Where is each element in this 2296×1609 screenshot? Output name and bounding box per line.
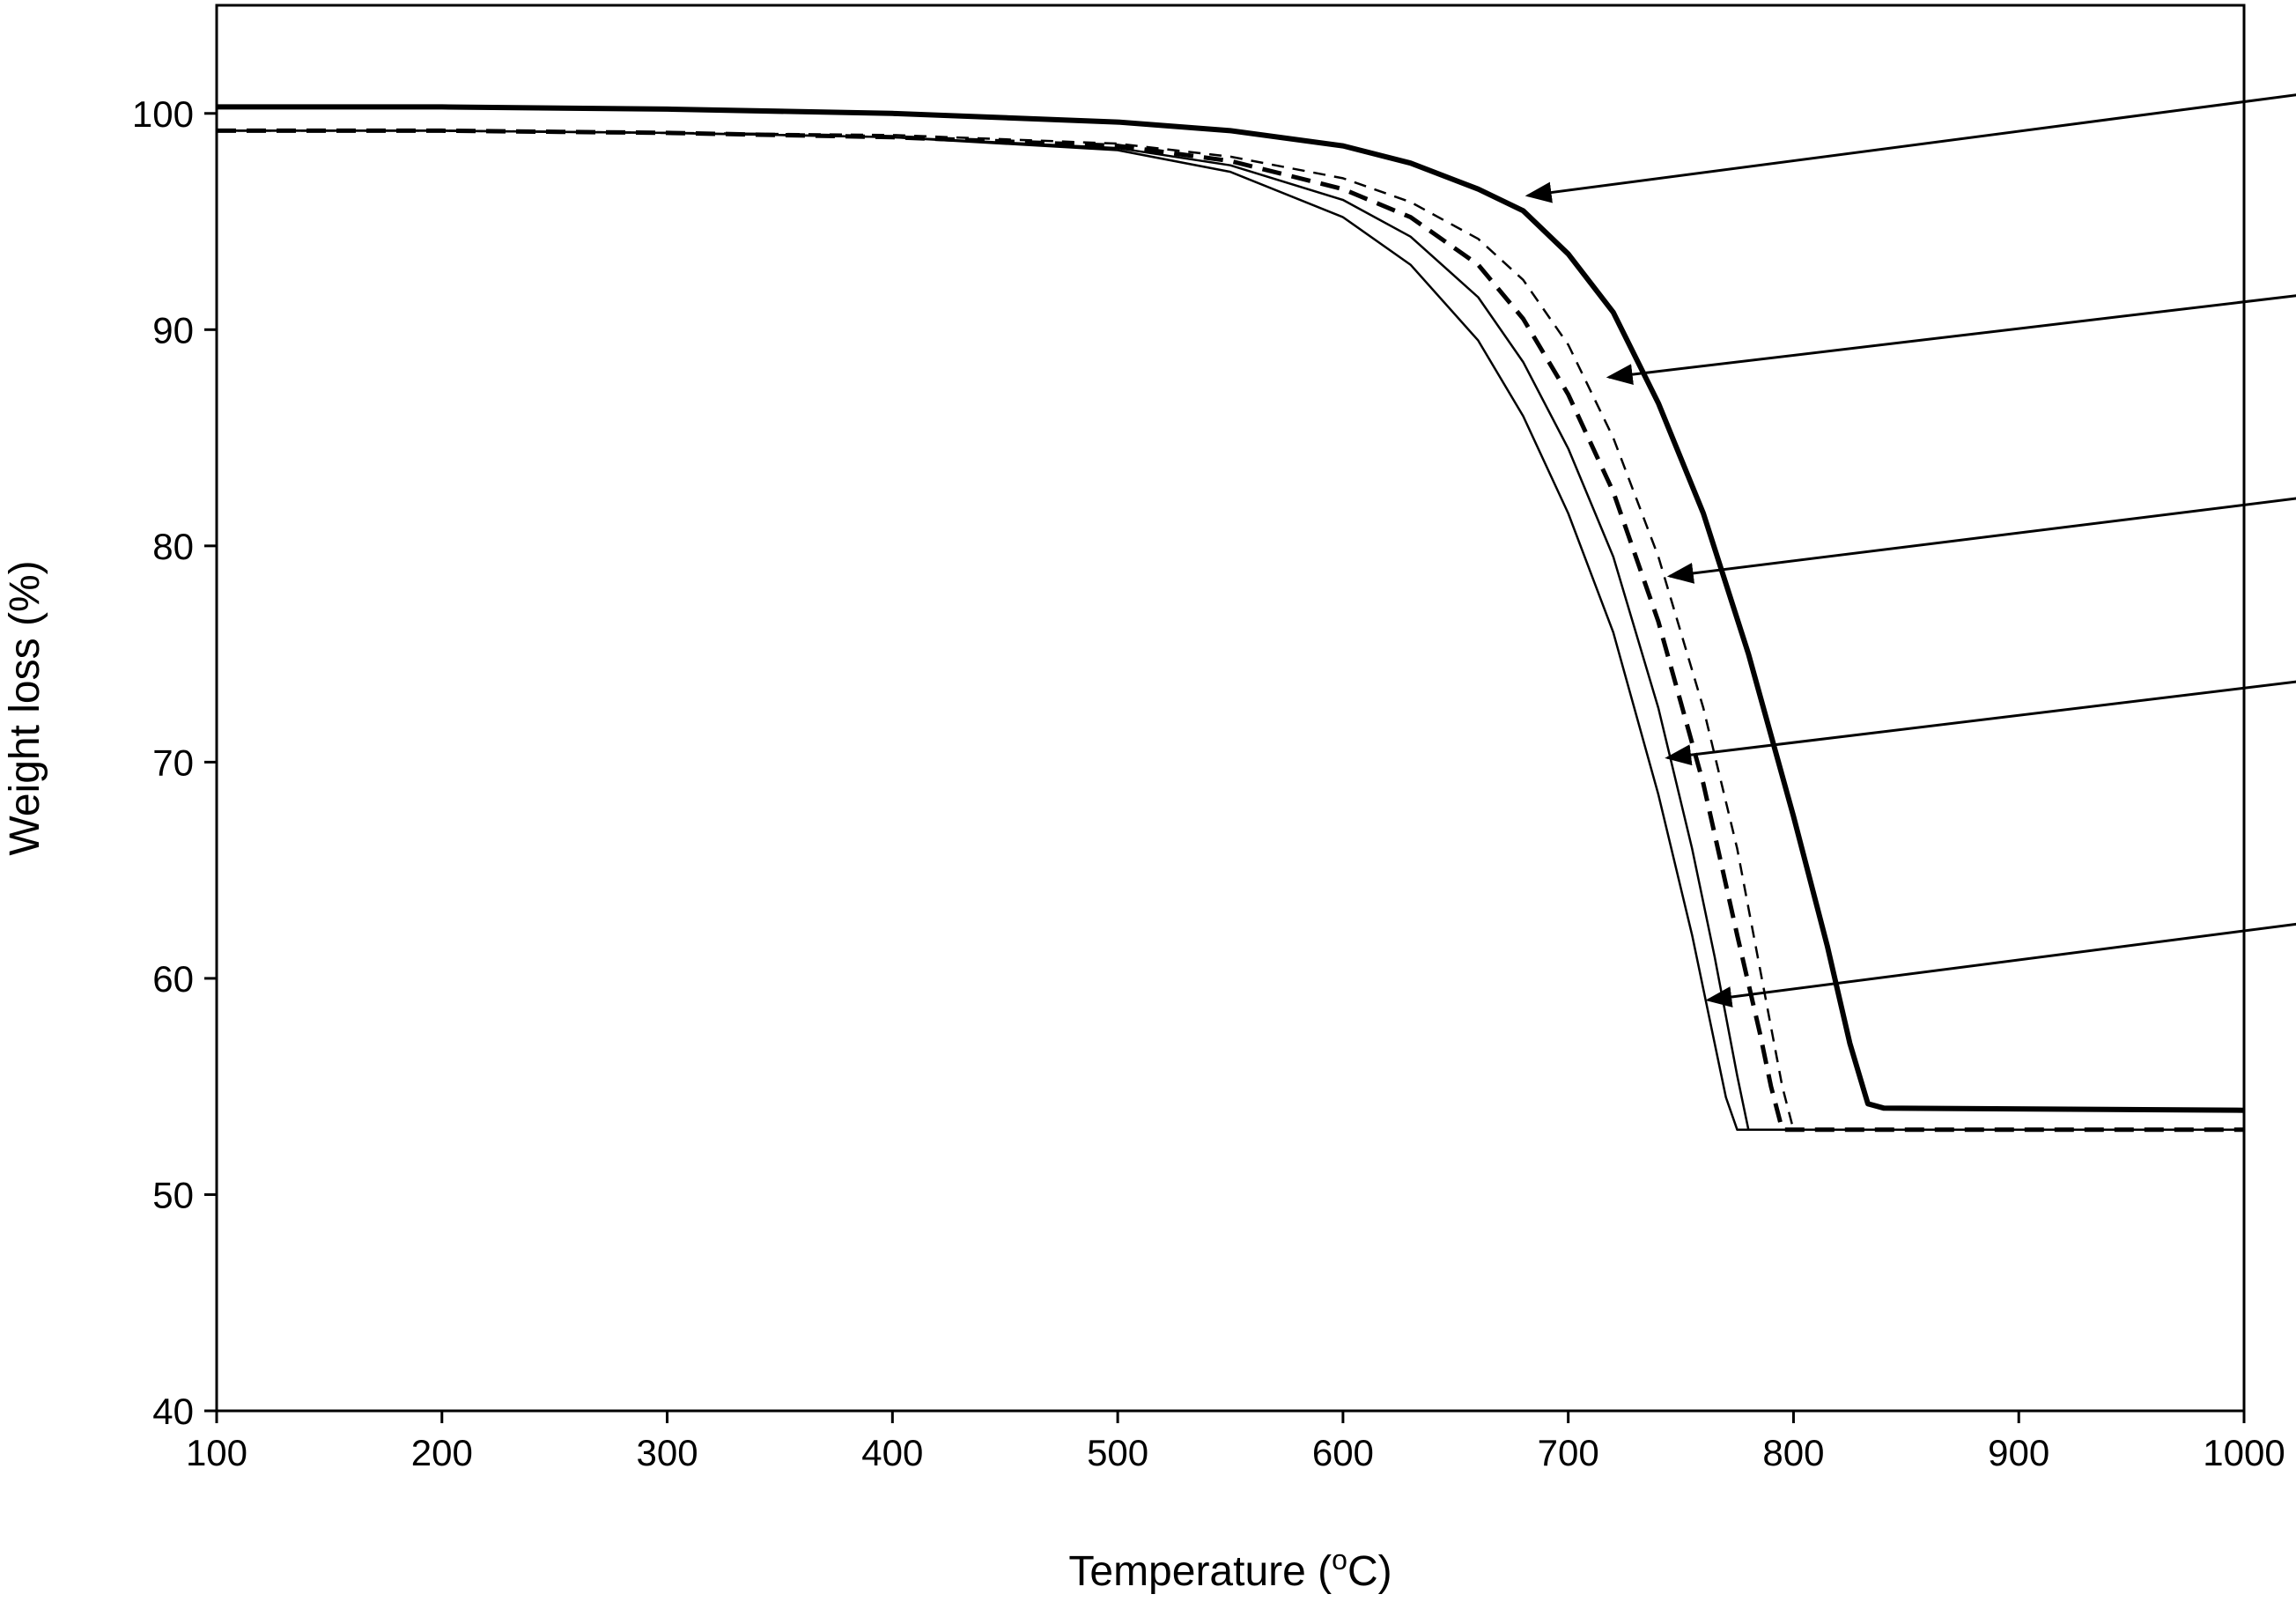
y-tick-label: 60 bbox=[152, 958, 194, 1000]
y-tick-label: 90 bbox=[152, 309, 194, 351]
x-axis-title-tail: C) bbox=[1347, 1548, 1392, 1595]
x-tick-label: 1000 bbox=[2203, 1432, 2285, 1473]
y-tick-label: 50 bbox=[152, 1174, 194, 1215]
y-tick-label: 80 bbox=[152, 526, 194, 567]
x-tick-label: 500 bbox=[1087, 1432, 1148, 1473]
y-tick-label: 40 bbox=[152, 1391, 194, 1432]
x-tick-label: 700 bbox=[1538, 1432, 1599, 1473]
x-axis-title: Temperature (oC) bbox=[1068, 1544, 1392, 1595]
x-tick-label: 400 bbox=[861, 1432, 923, 1473]
annotation-arrow bbox=[1705, 922, 2296, 1007]
annotation-arrow bbox=[1606, 294, 2296, 386]
axis-ticks: 100 200 300 400 500 600 700 800 900 1000 40 50 60 70 8… bbox=[132, 93, 2285, 1473]
annotation-arrow bbox=[1665, 680, 2296, 766]
x-tick-label: 100 bbox=[186, 1432, 247, 1473]
annotation-arrow bbox=[1666, 497, 2296, 584]
x-tick-label: 900 bbox=[1988, 1432, 2049, 1473]
y-tick-label: 70 bbox=[152, 742, 194, 783]
x-tick-label: 300 bbox=[637, 1432, 698, 1473]
plot-area-frame bbox=[215, 4, 2246, 1413]
x-axis-title-sup: o bbox=[1332, 1544, 1347, 1576]
series-line-4 bbox=[217, 129, 2244, 1132]
x-tick-label: 200 bbox=[411, 1432, 473, 1473]
series-group bbox=[217, 104, 2245, 1133]
annotation-arrow bbox=[1525, 93, 2296, 203]
annotations-group: (a)(b)(c)(d)(e) bbox=[1525, 93, 2296, 1007]
series-line-2 bbox=[217, 129, 2244, 1132]
x-tick-label: 600 bbox=[1312, 1432, 1374, 1473]
y-axis-title: Weight loss (%) bbox=[2, 560, 48, 855]
series-line-1 bbox=[217, 104, 2245, 1113]
x-axis-title-main: Temperature ( bbox=[1068, 1548, 1332, 1595]
series-line-5 bbox=[217, 129, 2244, 1132]
y-tick-label: 100 bbox=[132, 93, 194, 135]
x-tick-label: 800 bbox=[1762, 1432, 1824, 1473]
series-line-3 bbox=[217, 128, 2244, 1133]
